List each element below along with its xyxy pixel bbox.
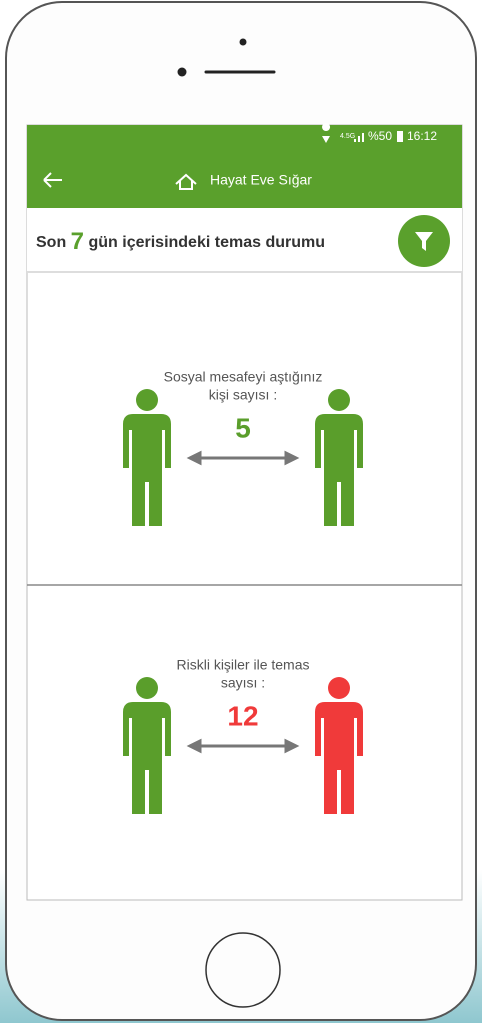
section-label: kişi sayısı :	[209, 387, 277, 403]
header-text: Son 7 gün içerisindeki temas durumu	[36, 228, 325, 255]
time: 16:12	[407, 129, 437, 143]
section-label: Riskli kişiler ile temas	[176, 657, 309, 673]
section-value: 12	[227, 700, 258, 731]
section-label: Sosyal mesafeyi aştığınız	[164, 369, 323, 385]
sensor	[177, 67, 187, 77]
app-bar	[27, 125, 462, 208]
arrow	[186, 450, 300, 466]
back-button[interactable]	[43, 172, 62, 188]
section-value: 5	[235, 412, 251, 443]
header-prefix: Son	[36, 234, 66, 251]
arrow	[186, 738, 300, 754]
signal-icon	[354, 133, 364, 142]
home-button[interactable]	[205, 932, 281, 1008]
network: 4.5G	[340, 133, 355, 140]
camera	[239, 38, 247, 46]
header-suffix: gün içerisindeki temas durumu	[88, 234, 325, 251]
header-days: 7	[71, 228, 84, 255]
app-logo	[175, 173, 197, 190]
header-bar	[27, 208, 462, 272]
battery-icon	[397, 131, 403, 142]
filter-icon	[415, 232, 433, 251]
app-title: Hayat Eve Sığar	[210, 172, 312, 188]
section-label: sayısı :	[221, 675, 265, 691]
battery: %50	[368, 129, 392, 143]
location-icon	[322, 123, 331, 143]
